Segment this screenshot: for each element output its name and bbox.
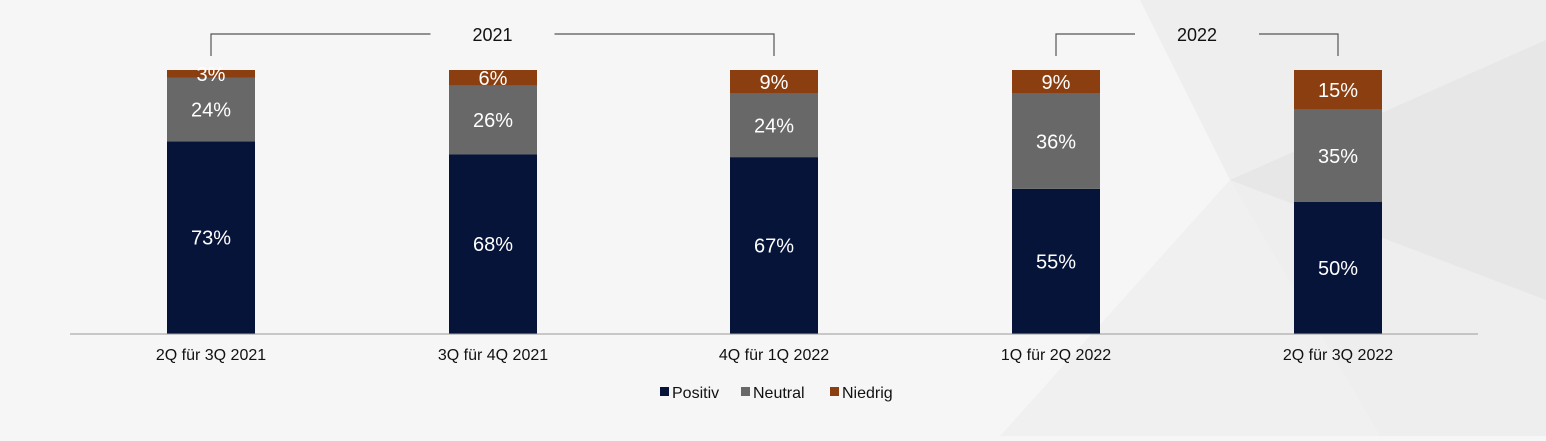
bar-segment-positiv xyxy=(730,157,818,334)
bar-segment-niedrig xyxy=(449,70,537,86)
x-tick-labels: 2Q für 3Q 2021 3Q für 4Q 2021 4Q für 1Q 20… xyxy=(156,347,1393,364)
legend-label: Niedrig xyxy=(842,385,893,402)
bar-segment-neutral xyxy=(1294,109,1382,202)
bar-stack: 68% 26% 6% xyxy=(449,68,537,334)
data-label: 35% xyxy=(1318,146,1358,168)
bars-layer: 73% 24% 3% 68% 26% 6% 67% 24% 9% 55% 36% 9% 50% 35% 15… xyxy=(167,64,1382,334)
bar-segment-neutral xyxy=(1012,93,1100,189)
bar-segment-positiv xyxy=(449,154,537,334)
bar-segment-positiv xyxy=(167,141,255,334)
legend: Positiv Neutral Niedrig xyxy=(660,385,893,402)
year-brackets: 2021 2022 xyxy=(210,25,1339,56)
legend-swatch xyxy=(660,387,669,396)
bar-segment-neutral xyxy=(449,85,537,155)
bar-segment-niedrig xyxy=(1012,70,1100,94)
bracket-line-right xyxy=(554,33,775,56)
year-bracket: 2021 xyxy=(210,25,775,56)
data-label: 55% xyxy=(1036,251,1076,273)
data-label: 9% xyxy=(1042,72,1071,94)
x-tick-label: 3Q für 4Q 2021 xyxy=(438,347,548,364)
bar-stack: 50% 35% 15% xyxy=(1294,70,1382,334)
bar-stack: 67% 24% 9% xyxy=(730,70,818,334)
data-label: 6% xyxy=(479,68,508,90)
data-label: 67% xyxy=(754,236,794,258)
bar-segment-positiv xyxy=(1294,202,1382,334)
data-label: 36% xyxy=(1036,131,1076,153)
legend-swatch xyxy=(830,387,839,396)
legend-swatch xyxy=(741,387,750,396)
bar-segment-niedrig xyxy=(167,70,255,78)
bar-stack: 73% 24% 3% xyxy=(167,64,255,334)
year-bracket: 2022 xyxy=(1055,25,1339,56)
x-tick-label: 2Q für 3Q 2021 xyxy=(156,347,266,364)
year-label: 2022 xyxy=(1177,25,1217,45)
data-label: 24% xyxy=(754,115,794,137)
legend-item: Positiv xyxy=(660,385,719,402)
bracket-line-left xyxy=(1055,33,1135,56)
data-label: 24% xyxy=(191,100,231,122)
legend-item: Neutral xyxy=(741,385,805,402)
legend-label: Neutral xyxy=(753,385,805,402)
x-tick-label: 2Q für 3Q 2022 xyxy=(1283,347,1393,364)
data-label: 73% xyxy=(191,228,231,250)
data-label: 26% xyxy=(473,110,513,132)
data-label: 68% xyxy=(473,234,513,256)
bar-segment-niedrig xyxy=(1294,70,1382,110)
data-label: 3% xyxy=(197,64,226,86)
year-label: 2021 xyxy=(472,25,512,45)
bar-segment-positiv xyxy=(1012,188,1100,334)
bar-segment-niedrig xyxy=(730,70,818,94)
legend-label: Positiv xyxy=(672,385,719,402)
bracket-line-left xyxy=(210,33,431,56)
x-tick-label: 4Q für 1Q 2022 xyxy=(719,347,829,364)
legend-item: Niedrig xyxy=(830,385,893,402)
data-label: 15% xyxy=(1318,80,1358,102)
x-tick-label: 1Q für 2Q 2022 xyxy=(1001,347,1111,364)
data-label: 50% xyxy=(1318,258,1358,280)
bar-segment-neutral xyxy=(730,93,818,158)
bar-segment-neutral xyxy=(167,77,255,142)
bar-stack: 55% 36% 9% xyxy=(1012,70,1100,334)
data-label: 9% xyxy=(760,72,789,94)
bracket-line-right xyxy=(1259,33,1339,56)
